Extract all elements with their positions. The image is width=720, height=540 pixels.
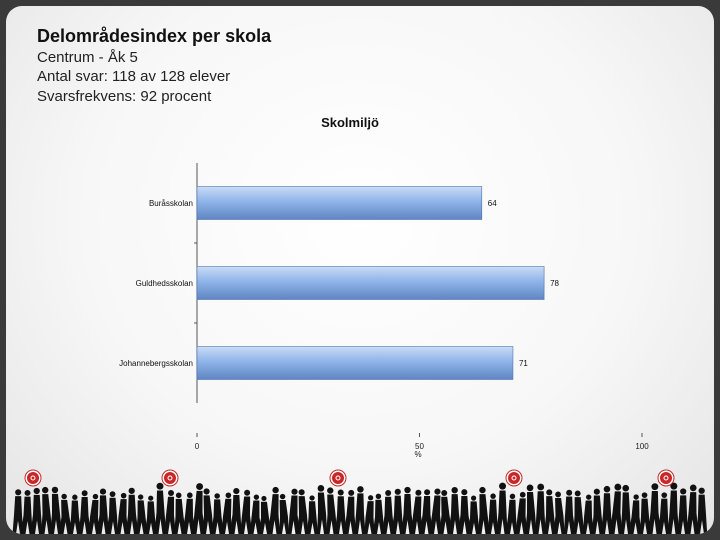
person-silhouette (106, 491, 119, 534)
person-silhouette (229, 487, 242, 534)
person-silhouette (563, 489, 576, 534)
person-silhouette (677, 488, 689, 534)
person-silhouette (326, 487, 338, 534)
person-silhouette (192, 483, 205, 534)
person-silhouette (174, 492, 186, 534)
x-tick-label: 100 (635, 442, 649, 451)
person-silhouette (297, 489, 309, 534)
bar (196, 346, 514, 380)
data-label: 64 (488, 199, 497, 208)
bar (196, 266, 545, 300)
person-silhouette (354, 486, 366, 534)
chart-title: Skolmiljö (321, 115, 379, 130)
response-rate: Svarsfrekvens: 92 procent (37, 88, 212, 105)
slide: Delområdesindex per skola Centrum - Åk 5… (6, 6, 714, 534)
person-silhouette (88, 493, 100, 534)
data-label: 71 (519, 359, 528, 368)
person-silhouette (221, 492, 233, 534)
response-count: Antal svar: 118 av 128 elever (37, 68, 231, 85)
category-label: Guldhedsskolan (136, 279, 193, 288)
person-silhouette (515, 491, 528, 534)
person-silhouette (411, 489, 424, 534)
person-silhouette (582, 494, 595, 534)
person-silhouette (211, 493, 224, 534)
person-silhouette (50, 486, 63, 534)
person-silhouette (78, 490, 91, 534)
person-silhouette (496, 482, 508, 534)
person-silhouette (69, 494, 82, 534)
person-silhouette (125, 487, 139, 534)
person-silhouette (505, 493, 518, 534)
person-silhouette (573, 490, 585, 534)
person-silhouette (657, 492, 670, 534)
person-silhouette (164, 490, 176, 534)
target-icon (505, 469, 523, 487)
person-silhouette (372, 493, 385, 534)
person-silhouette (58, 493, 73, 534)
person-silhouette (278, 493, 290, 534)
person-silhouette (620, 484, 632, 534)
person-silhouette (144, 495, 158, 534)
x-tick-label: 0 (195, 442, 200, 451)
person-silhouette (648, 483, 662, 534)
person-silhouette (458, 489, 472, 534)
person-silhouette (609, 483, 623, 534)
person-silhouette (553, 491, 565, 534)
person-silhouette (343, 489, 357, 534)
person-silhouette (182, 492, 196, 534)
target-icon (24, 469, 42, 487)
person-silhouette (117, 492, 129, 534)
person-silhouette (12, 489, 24, 534)
person-silhouette (600, 485, 613, 534)
category-label: Buråsskolan (149, 199, 193, 208)
target-icon (329, 469, 347, 487)
person-silhouette (391, 488, 404, 534)
subtitle-area: Centrum - Åk 5 (37, 49, 138, 66)
person-silhouette (686, 484, 699, 534)
target-icon (161, 469, 179, 487)
person-silhouette (267, 486, 280, 534)
bar (196, 186, 483, 220)
person-silhouette (639, 492, 651, 534)
person-silhouette (696, 487, 708, 534)
page-title: Delområdesindex per skola (37, 26, 272, 46)
person-silhouette (667, 482, 680, 534)
person-silhouette (240, 489, 253, 534)
x-axis-label: % (414, 450, 421, 459)
person-silhouette (249, 494, 263, 534)
x-tick-label: 50 (415, 442, 424, 451)
person-silhouette (364, 495, 375, 534)
person-silhouette (30, 487, 43, 534)
person-silhouette (306, 495, 318, 534)
person-silhouette (258, 495, 272, 534)
silhouette-crowd-decoration (12, 469, 708, 534)
person-silhouette (401, 486, 415, 534)
person-silhouette (535, 483, 546, 534)
person-silhouette (288, 488, 301, 534)
person-silhouette (467, 495, 480, 534)
person-silhouette (628, 494, 642, 534)
person-silhouette (478, 486, 490, 534)
person-silhouette (439, 490, 453, 534)
person-silhouette (334, 489, 347, 534)
person-silhouette (419, 489, 434, 534)
person-silhouette (592, 488, 604, 534)
person-silhouette (154, 482, 167, 534)
person-silhouette (20, 489, 33, 534)
category-label: Johannebergsskolan (119, 359, 193, 368)
data-label: 78 (550, 279, 559, 288)
bar-chart: Skolmiljö % Buråsskolan 64 Guldhedsskolan 7… (119, 115, 649, 459)
person-silhouette (136, 494, 148, 534)
person-silhouette (429, 488, 443, 534)
person-silhouette (202, 488, 214, 534)
person-silhouette (448, 487, 462, 534)
target-icon (657, 469, 675, 487)
person-silhouette (381, 490, 395, 534)
person-silhouette (487, 493, 499, 534)
person-silhouette (96, 488, 109, 534)
person-silhouette (316, 485, 328, 534)
person-silhouette (41, 486, 53, 534)
person-silhouette (525, 484, 537, 534)
person-silhouette (543, 489, 556, 534)
